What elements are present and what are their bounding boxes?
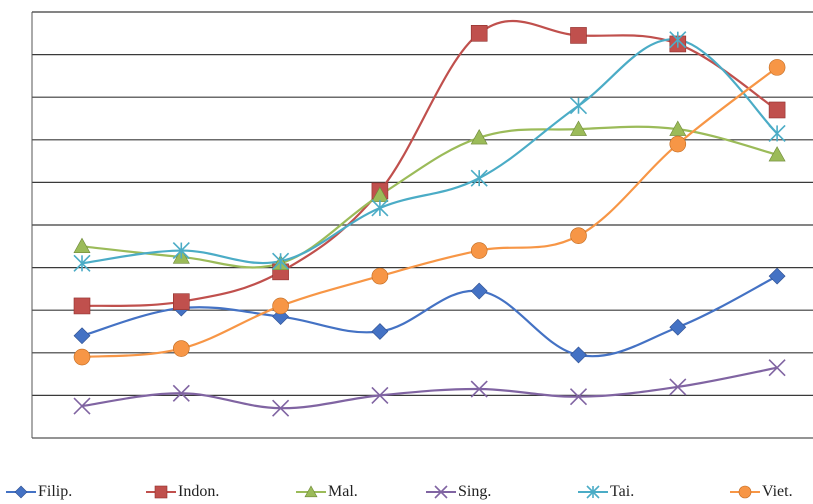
data-point [470,380,488,398]
data-point [669,120,687,136]
legend-swatch [146,485,176,499]
data-point [470,242,488,259]
data-point [73,237,91,253]
data-point [371,323,389,340]
data-point [173,340,190,357]
data-point [272,252,290,270]
data-point [371,267,389,285]
data-point [470,282,488,300]
series-line-2 [81,125,778,269]
data-point [570,346,587,364]
data-point [470,24,488,42]
legend-swatch [426,485,456,499]
data-point [371,199,389,217]
legend-marker [586,485,600,499]
data-point [172,241,190,260]
legend: Filip. Indon. Mal. Sing. Tai. Viet. [0,480,813,504]
series-line-0 [81,275,778,358]
data-point [570,27,587,44]
legend-item: Sing. [426,480,491,504]
data-point [570,227,587,244]
legend-marker [434,485,448,499]
data-point [669,135,687,153]
gridlines [31,11,813,439]
legend-item: Filip. [6,480,72,504]
legend-marker [304,485,318,498]
data-point [470,129,488,145]
legend-swatch [730,485,760,499]
data-point [73,327,91,345]
legend-label: Sing. [458,483,492,500]
legend-swatch [6,485,36,499]
legend-item: Tai. [578,480,634,504]
data-point [272,297,289,315]
series-line-3 [81,366,778,410]
line-chart [31,11,813,439]
legend-item: Indon. [146,480,219,504]
data-point [669,318,687,336]
legend-marker [14,485,28,499]
data-point [73,348,91,366]
legend-marker [738,485,752,499]
data-point [73,297,91,315]
data-point [669,378,687,396]
series-lines [81,19,778,410]
data-point [569,388,588,406]
data-point [768,146,786,162]
legend-label: Mal. [328,483,358,500]
data-point [371,386,389,404]
data-point [768,124,786,142]
data-point [173,293,190,310]
data-point [272,399,290,417]
series-line-5 [81,66,778,359]
data-point [470,169,488,187]
data-point [172,384,190,402]
series-markers [73,24,786,417]
data-point [768,267,786,285]
series-line-4 [81,38,778,265]
legend-item: Mal. [296,480,358,504]
legend-label: Filip. [38,483,73,500]
data-point [569,97,588,115]
legend-label: Viet. [762,483,793,500]
legend-label: Tai. [610,483,635,500]
legend-marker [154,485,168,499]
data-point [768,101,786,119]
series-line-1 [81,19,778,308]
data-point [73,397,91,415]
data-point [768,359,786,377]
legend-label: Indon. [178,483,220,500]
legend-swatch [578,485,608,499]
data-point [569,120,588,136]
legend-item: Viet. [730,480,793,504]
data-point [73,254,91,272]
data-point [669,31,687,49]
data-point [768,59,786,76]
legend-swatch [296,485,326,498]
